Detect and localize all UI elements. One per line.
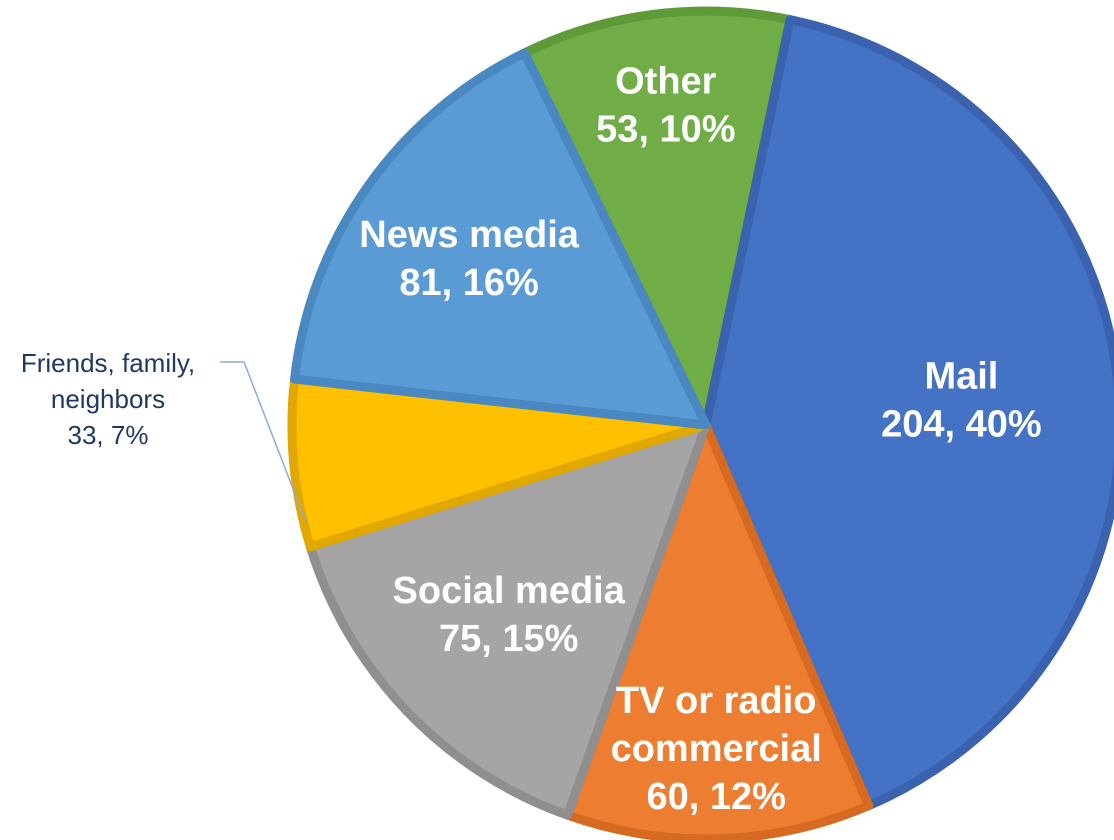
slice-label-line: Friends, family,: [21, 348, 195, 378]
slice-label-line: Social media: [393, 570, 626, 612]
slice-news-media: [290, 48, 711, 430]
leader-line-friends-family-neighbors: [220, 361, 306, 521]
slice-label-friends-family-neighbors: Friends, family, neighbors 33, 7%: [21, 348, 195, 450]
slice-mail: [701, 15, 1114, 811]
slice-label-news-media: News media 81, 16%: [359, 214, 580, 304]
slice-label-line: 33, 7%: [68, 420, 149, 450]
leader-lines: [220, 361, 306, 521]
slice-label-line: 81, 16%: [399, 262, 538, 304]
slice-label-line: News media: [359, 214, 580, 256]
slice-label-tv-or-radio-commercial: TV or radio commercial 60, 12%: [611, 680, 822, 818]
slice-label-line: 204, 40%: [881, 403, 1042, 445]
slice-label-line: 75, 15%: [439, 618, 578, 660]
slice-label-social-media: Social media 75, 15%: [393, 570, 626, 660]
slice-label-line: Other: [615, 61, 717, 103]
slice-label-line: 53, 10%: [596, 109, 735, 151]
slice-label-line: commercial: [611, 728, 822, 770]
slice-label-line: neighbors: [51, 384, 165, 414]
slice-tv-or-radio-commercial: [563, 420, 874, 840]
slice-label-line: TV or radio: [616, 680, 817, 722]
slice-friends-family-neighbors: [287, 374, 711, 552]
pie-slices: [287, 6, 1114, 840]
slice-label-other: Other 53, 10%: [596, 61, 735, 151]
slice-social-media: [305, 420, 711, 820]
slice-label-mail: Mail 204, 40%: [881, 355, 1042, 445]
slice-label-line: 60, 12%: [646, 776, 785, 818]
slice-labels: Other 53, 10% Mail 204, 40% TV or radio comme…: [21, 61, 1042, 818]
slice-label-line: Mail: [924, 355, 998, 397]
